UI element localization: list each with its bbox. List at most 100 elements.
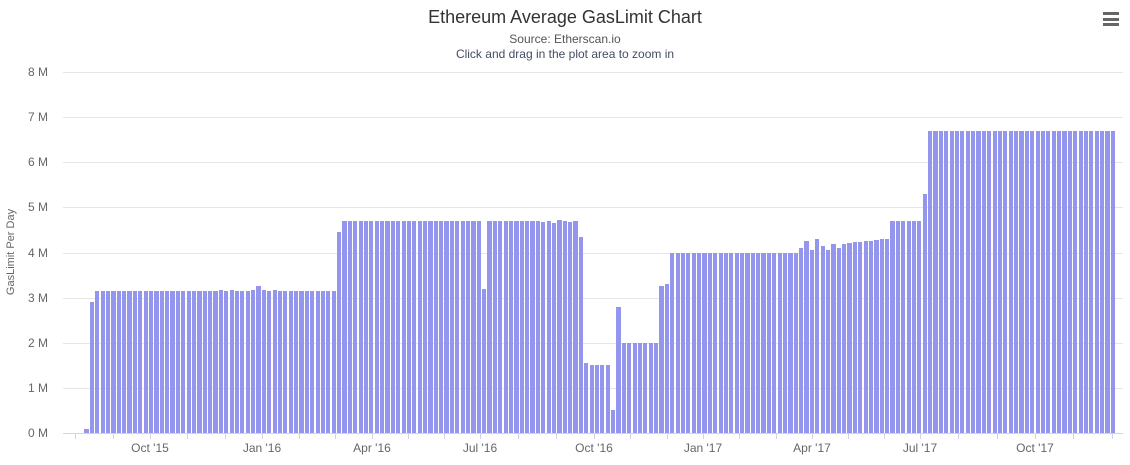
gas-limit-bar[interactable] [315, 291, 320, 433]
gas-limit-bar[interactable] [122, 291, 127, 433]
gas-limit-bar[interactable] [267, 291, 272, 433]
gas-limit-bar[interactable] [551, 222, 557, 433]
gas-limit-bar[interactable] [987, 130, 992, 433]
gas-limit-bar[interactable] [380, 220, 385, 433]
gas-limit-bar[interactable] [374, 220, 379, 433]
gas-limit-bar[interactable] [654, 342, 659, 433]
gas-limit-bar[interactable] [320, 291, 326, 433]
gas-limit-bar[interactable] [138, 291, 143, 433]
gas-limit-bar[interactable] [777, 252, 782, 433]
gas-limit-bar[interactable] [788, 252, 793, 433]
gas-limit-bar[interactable] [326, 291, 331, 433]
gas-limit-bar[interactable] [874, 239, 879, 433]
gas-limit-bar[interactable] [95, 291, 100, 433]
gas-limit-bar[interactable] [439, 220, 444, 433]
gas-limit-bar[interactable] [960, 130, 965, 433]
gas-limit-bar[interactable] [670, 252, 675, 433]
gas-limit-bar[interactable] [868, 240, 874, 433]
gas-limit-bar[interactable] [390, 220, 395, 433]
gas-limit-bar[interactable] [632, 342, 637, 433]
gas-limit-bar[interactable] [143, 291, 148, 433]
gas-limit-bar[interactable] [847, 243, 852, 433]
gas-limit-bar[interactable] [756, 252, 761, 433]
gas-limit-bar[interactable] [197, 291, 202, 433]
gas-limit-bar[interactable] [584, 363, 589, 433]
gas-limit-bar[interactable] [1067, 130, 1072, 433]
gas-limit-bar[interactable] [659, 286, 664, 433]
gas-limit-bar[interactable] [498, 220, 503, 433]
gas-limit-bar[interactable] [251, 290, 256, 433]
gas-limit-bar[interactable] [842, 243, 847, 433]
gas-limit-bar[interactable] [186, 291, 191, 433]
gas-limit-bar[interactable] [750, 252, 755, 433]
gas-limit-bar[interactable] [675, 252, 680, 433]
gas-limit-bar[interactable] [105, 291, 111, 433]
gas-limit-bar[interactable] [772, 252, 777, 433]
gas-limit-bar[interactable] [181, 291, 186, 433]
gas-limit-bar[interactable] [949, 130, 954, 433]
gas-limit-bar[interactable] [283, 291, 288, 433]
gas-limit-bar[interactable] [901, 220, 906, 433]
gas-limit-bar[interactable] [111, 291, 116, 433]
gas-limit-bar[interactable] [933, 130, 938, 433]
gas-limit-bar[interactable] [148, 291, 154, 433]
gas-limit-bar[interactable] [460, 220, 465, 433]
gas-limit-bar[interactable] [793, 252, 798, 433]
gas-limit-bar[interactable] [702, 252, 707, 433]
gas-limit-bar[interactable] [417, 220, 422, 433]
gas-limit-bar[interactable] [836, 248, 841, 433]
gas-limit-bar[interactable] [734, 252, 739, 433]
gas-limit-bar[interactable] [363, 220, 369, 433]
gas-limit-bar[interactable] [691, 252, 696, 433]
gas-limit-bar[interactable] [1040, 130, 1046, 433]
gas-limit-bar[interactable] [1046, 130, 1051, 433]
gas-limit-bar[interactable] [492, 220, 498, 433]
gas-limit-bar[interactable] [568, 222, 573, 433]
gas-limit-bar[interactable] [482, 288, 487, 433]
gas-limit-bar[interactable] [729, 252, 734, 433]
gas-limit-bar[interactable] [1035, 130, 1040, 433]
gas-limit-bar[interactable] [648, 342, 653, 433]
gas-limit-bar[interactable] [191, 291, 197, 433]
gas-limit-bar[interactable] [358, 220, 363, 433]
gas-limit-bar[interactable] [170, 291, 175, 433]
gas-limit-bar[interactable] [1078, 130, 1083, 433]
gas-limit-bar[interactable] [745, 252, 750, 433]
gas-limit-bar[interactable] [1024, 130, 1029, 433]
gas-limit-bar[interactable] [804, 241, 809, 433]
gas-limit-bar[interactable] [465, 220, 471, 433]
gas-limit-bar[interactable] [288, 291, 293, 433]
gas-limit-bar[interactable] [928, 130, 933, 433]
gas-limit-bar[interactable] [525, 220, 530, 433]
gas-limit-bar[interactable] [820, 245, 825, 433]
gas-limit-bar[interactable] [664, 284, 669, 433]
gas-limit-bar[interactable] [799, 248, 804, 433]
gas-limit-bar[interactable] [594, 365, 600, 433]
gas-limit-bar[interactable] [718, 252, 723, 433]
gas-limit-bar[interactable] [240, 290, 245, 433]
gas-limit-bar[interactable] [954, 130, 960, 433]
gas-limit-bar[interactable] [589, 365, 594, 433]
gas-limit-bar[interactable] [541, 221, 546, 433]
gas-limit-bar[interactable] [159, 291, 164, 433]
gas-limit-bar[interactable] [944, 130, 949, 433]
gas-limit-bar[interactable] [573, 220, 578, 433]
gas-limit-bar[interactable] [261, 290, 266, 433]
gas-limit-bar[interactable] [616, 306, 621, 433]
gas-limit-bar[interactable] [433, 220, 438, 433]
gas-limit-bar[interactable] [1110, 130, 1115, 433]
gas-limit-bar[interactable] [342, 220, 347, 433]
gas-limit-bar[interactable] [401, 220, 406, 433]
gas-limit-bar[interactable] [761, 252, 766, 433]
gas-limit-bar[interactable] [175, 291, 181, 433]
gas-limit-bar[interactable] [535, 220, 540, 433]
gas-limit-bar[interactable] [1003, 130, 1008, 433]
gas-limit-bar[interactable] [422, 220, 428, 433]
gas-limit-bar[interactable] [256, 286, 261, 433]
gas-limit-bar[interactable] [895, 220, 900, 433]
gas-limit-bar[interactable] [766, 252, 772, 433]
gas-limit-bar[interactable] [1008, 130, 1013, 433]
gas-limit-bar[interactable] [202, 291, 207, 433]
gas-limit-bar[interactable] [997, 130, 1003, 433]
gas-limit-bar[interactable] [879, 239, 884, 433]
